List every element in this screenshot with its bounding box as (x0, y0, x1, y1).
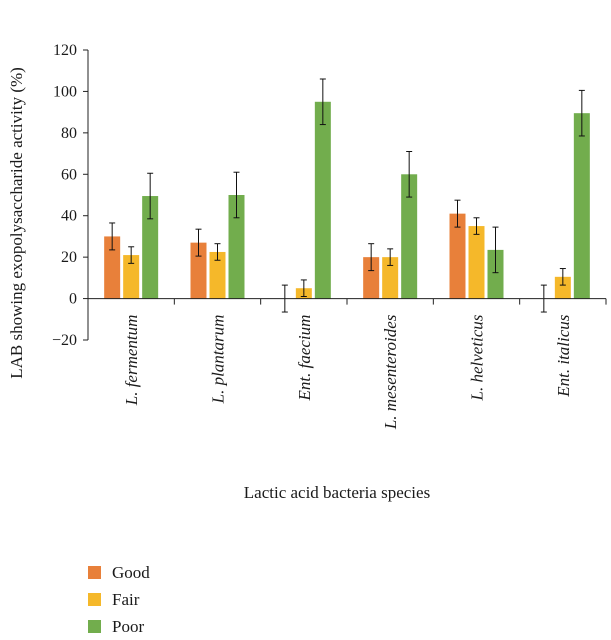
y-tick-label: 40 (61, 208, 77, 225)
category-label: L. fermentum (122, 315, 141, 407)
legend-swatch-good (88, 566, 101, 579)
category-label: L. helveticus (468, 314, 487, 401)
y-tick-label: 80 (61, 125, 77, 142)
bar-poor (314, 101, 331, 299)
y-tick-label: 60 (61, 166, 77, 183)
category-label: L. mesenteroides (381, 314, 400, 430)
bar-good (190, 242, 207, 299)
bar-good (449, 213, 466, 299)
legend: Good Fair Poor (88, 563, 150, 636)
y-tick-label: 0 (69, 291, 77, 308)
legend-label-poor: Poor (112, 617, 144, 636)
bar-fair (554, 276, 571, 299)
x-axis: L. fermentum L. plantarum Ent. faecium L. m… (87, 298, 607, 430)
bar-poor (401, 174, 418, 299)
y-axis: −20 0 20 40 60 80 100 120 (52, 42, 89, 349)
x-axis-title: Lactic acid bacteria species (244, 483, 430, 502)
legend-label-good: Good (112, 563, 150, 582)
bar-poor (573, 113, 590, 299)
bar-fair (382, 257, 399, 299)
bar-poor (228, 195, 245, 299)
category-label: Ent. italicus (554, 314, 573, 398)
y-tick-label: 120 (53, 42, 77, 59)
bars (104, 101, 590, 299)
bar-poor (487, 249, 504, 299)
legend-swatch-fair (88, 593, 101, 606)
bar-good (104, 236, 121, 299)
y-tick-label: 100 (53, 83, 77, 100)
legend-swatch-poor (88, 620, 101, 633)
y-axis-title: LAB showing exopolysaccharide activity (… (7, 67, 26, 379)
category-label: L. plantarum (209, 315, 228, 405)
bar-poor (142, 196, 159, 299)
legend-label-fair: Fair (112, 590, 140, 609)
y-tick-label: −20 (52, 332, 77, 349)
bar-fair (209, 251, 226, 299)
y-tick-label: 20 (61, 249, 77, 266)
bar-good (363, 257, 380, 299)
category-label: Ent. faecium (295, 315, 314, 402)
bar-fair (468, 226, 485, 299)
error-bars (109, 78, 585, 313)
bar-fair (123, 255, 140, 299)
